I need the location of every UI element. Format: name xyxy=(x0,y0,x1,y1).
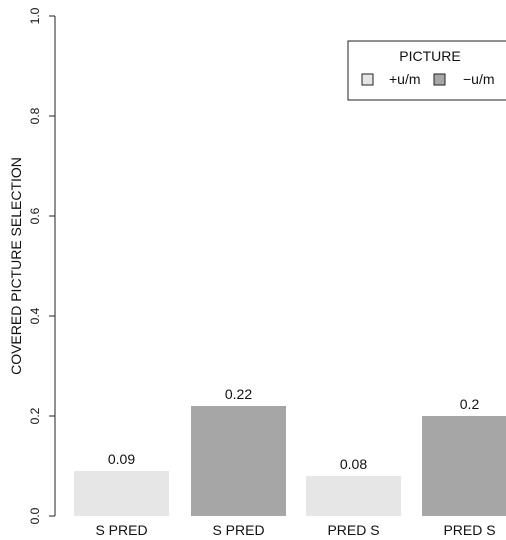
x-category-label: PRED S xyxy=(443,522,495,538)
x-category-label: S PRED xyxy=(212,522,264,538)
x-category-label: PRED S xyxy=(327,522,379,538)
y-tick-label: 0.4 xyxy=(28,307,42,324)
bar-value-label: 0.08 xyxy=(340,456,367,472)
y-tick-label: 0.6 xyxy=(28,207,42,224)
bar-value-label: 0.22 xyxy=(225,386,252,402)
x-axis-labels: S PRED S PRED PRED S PRED S xyxy=(95,522,495,538)
legend-label-light: +u/m xyxy=(389,71,421,87)
y-tick-label: 0.2 xyxy=(28,407,42,424)
bar xyxy=(74,471,169,516)
bar xyxy=(191,406,286,516)
y-axis-label: COVERED PICTURE SELECTION xyxy=(8,157,24,375)
bar-value-label: 0.2 xyxy=(460,396,480,412)
y-axis: 0.0 0.2 0.4 0.6 0.8 1.0 xyxy=(28,7,56,524)
legend-swatch-dark xyxy=(433,73,446,86)
legend-title: PICTURE xyxy=(399,48,460,64)
y-tick-label: 1.0 xyxy=(28,7,42,24)
legend: PICTURE +u/m −u/m xyxy=(347,40,506,101)
y-tick-label: 0.8 xyxy=(28,107,42,124)
legend-swatch-light xyxy=(361,73,374,86)
bar xyxy=(306,476,401,516)
legend-label-dark: −u/m xyxy=(463,71,495,87)
bar xyxy=(422,416,506,516)
x-category-label: S PRED xyxy=(95,522,147,538)
bars: 0.09 0.22 0.08 0.2 xyxy=(74,386,506,516)
y-tick-label: 0.0 xyxy=(28,507,42,524)
bar-value-label: 0.09 xyxy=(108,451,135,467)
legend-box xyxy=(347,40,506,101)
